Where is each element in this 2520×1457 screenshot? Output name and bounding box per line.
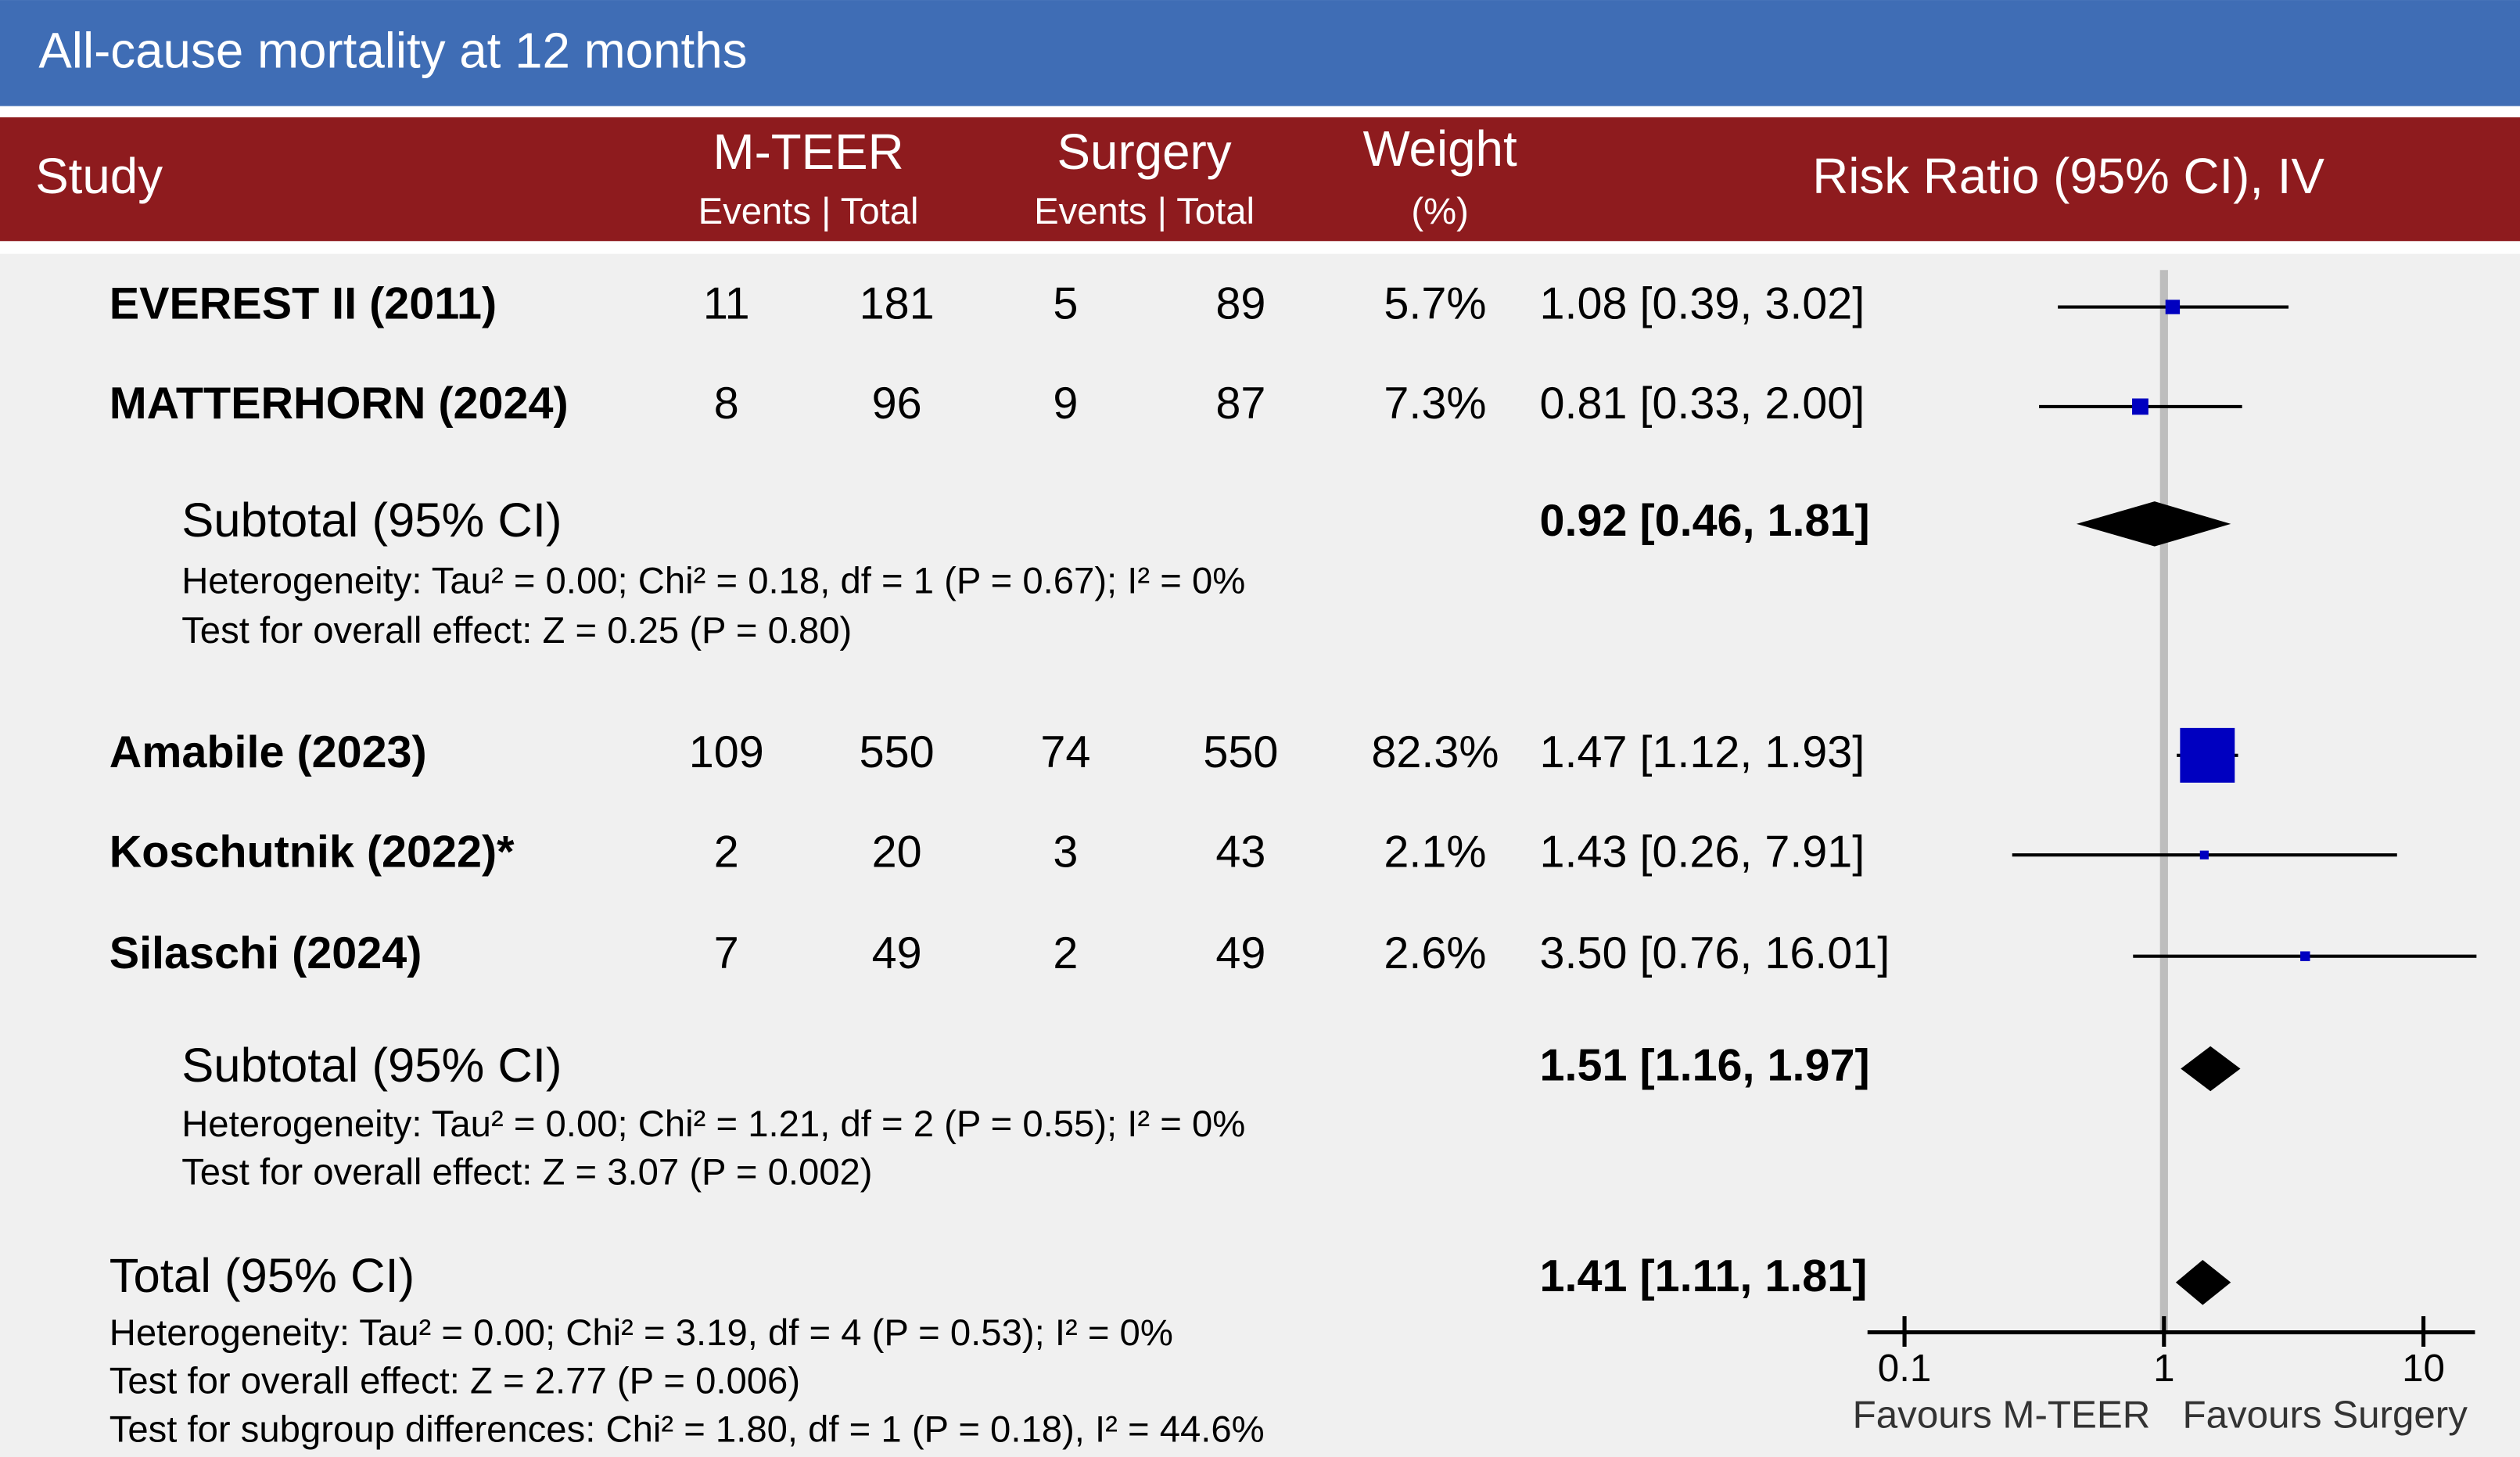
study-effect: 0.81 [0.33, 2.00] — [1540, 379, 1865, 429]
study-effect: 1.43 [0.26, 7.91] — [1540, 827, 1865, 877]
header-study: Study — [35, 149, 163, 204]
header: Study M-TEER Events | Total Surgery Even… — [35, 121, 2324, 232]
study-effect: 1.47 [1.12, 1.93] — [1540, 727, 1865, 777]
x-tick-label: 1 — [2153, 1347, 2174, 1390]
subtotal-effect: 0.92 [0.46, 1.81] — [1540, 496, 1870, 546]
study-weight: 82.3% — [1371, 727, 1499, 777]
study-effect: 3.50 [0.76, 16.01] — [1540, 928, 1890, 978]
x-tick-label: 0.1 — [1878, 1347, 1932, 1390]
study-total1: 550 — [860, 727, 935, 777]
heterogeneity: Heterogeneity: Tau² = 0.00; Chi² = 1.21,… — [181, 1104, 1245, 1145]
study-total1: 96 — [872, 379, 922, 429]
study-total1: 181 — [860, 279, 935, 329]
study-name: Koschutnik (2022)* — [109, 827, 515, 877]
study-marker — [2132, 398, 2148, 415]
summary-diamond — [2175, 1260, 2231, 1305]
subtotal-label: Subtotal (95% CI) — [181, 493, 562, 547]
title: All-cause mortality at 12 months — [38, 23, 747, 79]
header-effect: Risk Ratio (95% CI), IV — [1812, 149, 2324, 204]
study-total1: 20 — [872, 827, 922, 877]
study-marker — [2199, 850, 2209, 859]
favours-right: Favours Surgery — [2182, 1393, 2468, 1436]
total-effect: 1.41 [1.11, 1.81] — [1540, 1251, 1868, 1301]
header-group1: M-TEER — [713, 124, 904, 180]
study-events2: 2 — [1053, 928, 1078, 978]
summary-diamond — [2076, 501, 2231, 547]
header-weight-sub: (%) — [1411, 191, 1468, 232]
study-events2: 3 — [1053, 827, 1078, 877]
study-events2: 74 — [1040, 727, 1090, 777]
study-total2: 49 — [1215, 928, 1265, 978]
study-total1: 49 — [872, 928, 922, 978]
study-marker — [2180, 727, 2235, 783]
favours-left: Favours M-TEER — [1853, 1393, 2151, 1436]
header-bar — [0, 117, 2520, 242]
study-events1: 11 — [703, 279, 750, 329]
header-group2-sub: Events | Total — [1034, 191, 1255, 232]
study-total2: 87 — [1215, 379, 1265, 429]
overall-effect: Test for overall effect: Z = 3.07 (P = 0… — [181, 1152, 872, 1193]
study-events2: 5 — [1053, 279, 1078, 329]
header-weight: Weight — [1363, 121, 1517, 177]
study-total2: 550 — [1203, 727, 1278, 777]
subtotal-effect: 1.51 [1.16, 1.97] — [1540, 1041, 1870, 1091]
study-weight: 2.6% — [1384, 928, 1486, 978]
study-weight: 5.7% — [1384, 279, 1486, 329]
header-group2: Surgery — [1057, 124, 1232, 180]
study-total2: 43 — [1215, 827, 1265, 877]
overall-effect: Test for overall effect: Z = 0.25 (P = 0… — [181, 610, 852, 651]
subtotal-label: Subtotal (95% CI) — [181, 1039, 562, 1093]
study-events1: 8 — [714, 379, 739, 429]
study-events1: 109 — [689, 727, 764, 777]
study-name: Amabile (2023) — [109, 727, 427, 777]
study-weight: 2.1% — [1384, 827, 1486, 877]
title-bar — [0, 0, 2520, 106]
header-group1-sub: Events | Total — [698, 191, 919, 232]
study-name: EVEREST II (2011) — [109, 279, 497, 329]
study-marker — [2165, 300, 2181, 314]
total-heterogeneity: Heterogeneity: Tau² = 0.00; Chi² = 3.19,… — [109, 1312, 1173, 1354]
total-overall-effect: Test for overall effect: Z = 2.77 (P = 0… — [109, 1361, 800, 1402]
subgroup-differences: Test for subgroup differences: Chi² = 1.… — [109, 1409, 1265, 1450]
study-events1: 2 — [714, 827, 739, 877]
study-total2: 89 — [1215, 279, 1265, 329]
total-label: Total (95% CI) — [109, 1249, 415, 1303]
heterogeneity: Heterogeneity: Tau² = 0.00; Chi² = 0.18,… — [181, 560, 1245, 601]
study-marker — [2300, 951, 2310, 961]
study-weight: 7.3% — [1384, 379, 1486, 429]
study-name: MATTERHORN (2024) — [109, 379, 569, 429]
study-name: Silaschi (2024) — [109, 928, 422, 978]
x-tick-label: 10 — [2402, 1347, 2445, 1390]
study-events2: 9 — [1053, 379, 1078, 429]
study-effect: 1.08 [0.39, 3.02] — [1540, 279, 1865, 329]
summary-diamond — [2181, 1046, 2241, 1092]
study-events1: 7 — [714, 928, 739, 978]
